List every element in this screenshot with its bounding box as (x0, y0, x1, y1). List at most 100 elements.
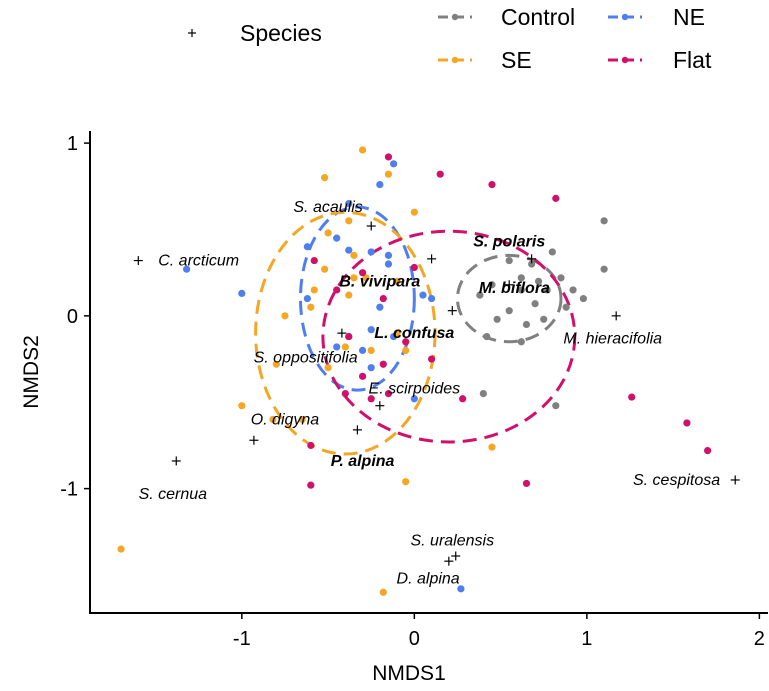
point-se-26 (117, 545, 125, 553)
y-tick-label-1: 0 (67, 306, 78, 328)
species-layer: S. acaulis S. polaris C. arcticum B. vivipa… (133, 199, 740, 587)
point-flat-21 (683, 419, 691, 427)
point-flat-14 (341, 389, 349, 398)
point-control-18 (540, 315, 548, 323)
species-label-p-alpina: P. alpina (331, 453, 395, 470)
point-ne-1 (238, 289, 246, 297)
point-flat-4 (310, 256, 318, 265)
species-marker-p-alpina (352, 425, 362, 435)
species-marker-e-scirpoides (375, 401, 385, 411)
point-flat-6 (410, 263, 418, 272)
point-se-18 (393, 329, 401, 337)
point-se-21 (238, 402, 246, 410)
species-marker-s-polaris (527, 254, 537, 264)
point-control-8 (488, 281, 496, 289)
species-b-vivipara: B. vivipara (339, 254, 437, 290)
point-se-19 (402, 346, 410, 355)
point-control-14 (579, 294, 588, 303)
species-s-cespitosa: S. cespitosa (633, 472, 740, 489)
point-control-16 (505, 307, 513, 315)
point-flat-3 (552, 194, 560, 202)
point-se-20 (272, 360, 280, 368)
legend-label-species: Species (240, 20, 322, 46)
point-ne-6 (384, 260, 393, 268)
species-marker-s-acaulis (366, 221, 376, 231)
point-se-10 (310, 286, 318, 294)
species-marker-m-biflora (504, 280, 514, 290)
point-se-11 (345, 291, 353, 299)
point-flat-22 (704, 447, 712, 455)
point-ne-8 (345, 246, 353, 254)
point-se-14 (281, 312, 289, 320)
x-tick-label-2: 1 (581, 628, 592, 650)
point-ne-5 (384, 251, 393, 259)
species-marker-s-oppositifolia (337, 328, 347, 338)
species-marker-b-vivipara (427, 254, 437, 264)
point-control-22 (479, 389, 487, 398)
species-marker-s-cespitosa (730, 475, 740, 485)
legend-label-control: Control (501, 4, 575, 30)
species-label-c-arcticum: C. arcticum (158, 253, 239, 270)
point-control-12 (476, 291, 484, 299)
point-control-5 (557, 274, 565, 282)
y-tick-label-0: 1 (67, 133, 78, 155)
point-ne-20 (367, 364, 375, 372)
point-flat-20 (628, 393, 636, 401)
point-control-11 (569, 286, 577, 294)
species-label-s-uralensis: S. uralensis (410, 532, 494, 549)
point-se-13 (307, 303, 315, 311)
y-tick-label-2: -1 (60, 479, 78, 501)
species-s-cernua: S. cernua (139, 456, 208, 503)
species-label-s-cernua: S. cernua (139, 486, 208, 503)
point-se-16 (324, 364, 332, 372)
point-ne-2 (390, 160, 398, 168)
species-p-alpina: P. alpina (331, 425, 395, 470)
point-flat-2 (488, 180, 496, 189)
species-label-d-alpina: D. alpina (397, 570, 460, 587)
point-se-25 (402, 478, 410, 486)
point-control-21 (517, 338, 525, 346)
point-flat-23 (522, 479, 531, 488)
species-s-oppositifolia: S. oppositifolia (254, 328, 358, 366)
point-se-4 (410, 208, 418, 216)
point-control-3 (517, 274, 525, 282)
x-tick-label-0: -1 (233, 628, 251, 650)
species-marker-s-cernua (171, 456, 181, 466)
point-control-2 (548, 248, 556, 256)
x-tick-label-3: 2 (754, 628, 765, 650)
species-label-o-digyna: O. digyna (251, 412, 320, 429)
point-se-15 (341, 343, 349, 351)
legend-key-dot-ne (621, 13, 629, 21)
legend-label-se: SE (501, 47, 532, 73)
point-ne-4 (345, 199, 353, 208)
point-control-7 (600, 265, 608, 273)
point-ne-13 (419, 291, 427, 299)
legend-item-control: Control (438, 4, 575, 30)
point-control-9 (517, 286, 525, 294)
points-layer (117, 146, 712, 596)
point-flat-12 (358, 372, 367, 380)
point-control-0 (505, 256, 513, 265)
point-se-2 (384, 170, 393, 178)
species-label-l-confusa: L. confusa (374, 325, 454, 342)
point-se-6 (350, 251, 358, 259)
point-flat-17 (459, 395, 467, 403)
legend-item-ne: NE (608, 4, 705, 30)
point-se-24 (488, 443, 496, 451)
legend-key-dot-control (451, 13, 459, 21)
series-se (117, 146, 496, 596)
point-flat-16 (384, 389, 393, 398)
species-label-m-hieracifolia: M. hieracifolia (563, 330, 662, 347)
species-l-confusa: L. confusa (374, 306, 457, 342)
series-flat (307, 153, 712, 489)
ellipses-layer (254, 205, 577, 456)
point-se-0 (358, 146, 367, 154)
legend-item-species: Species (188, 20, 322, 46)
point-ne-7 (333, 234, 341, 242)
species-s-acaulis: S. acaulis (293, 199, 376, 231)
species-marker-d-alpina (444, 556, 454, 566)
point-ne-21 (410, 395, 418, 403)
species-o-digyna: O. digyna (249, 412, 319, 445)
point-control-23 (552, 402, 560, 410)
